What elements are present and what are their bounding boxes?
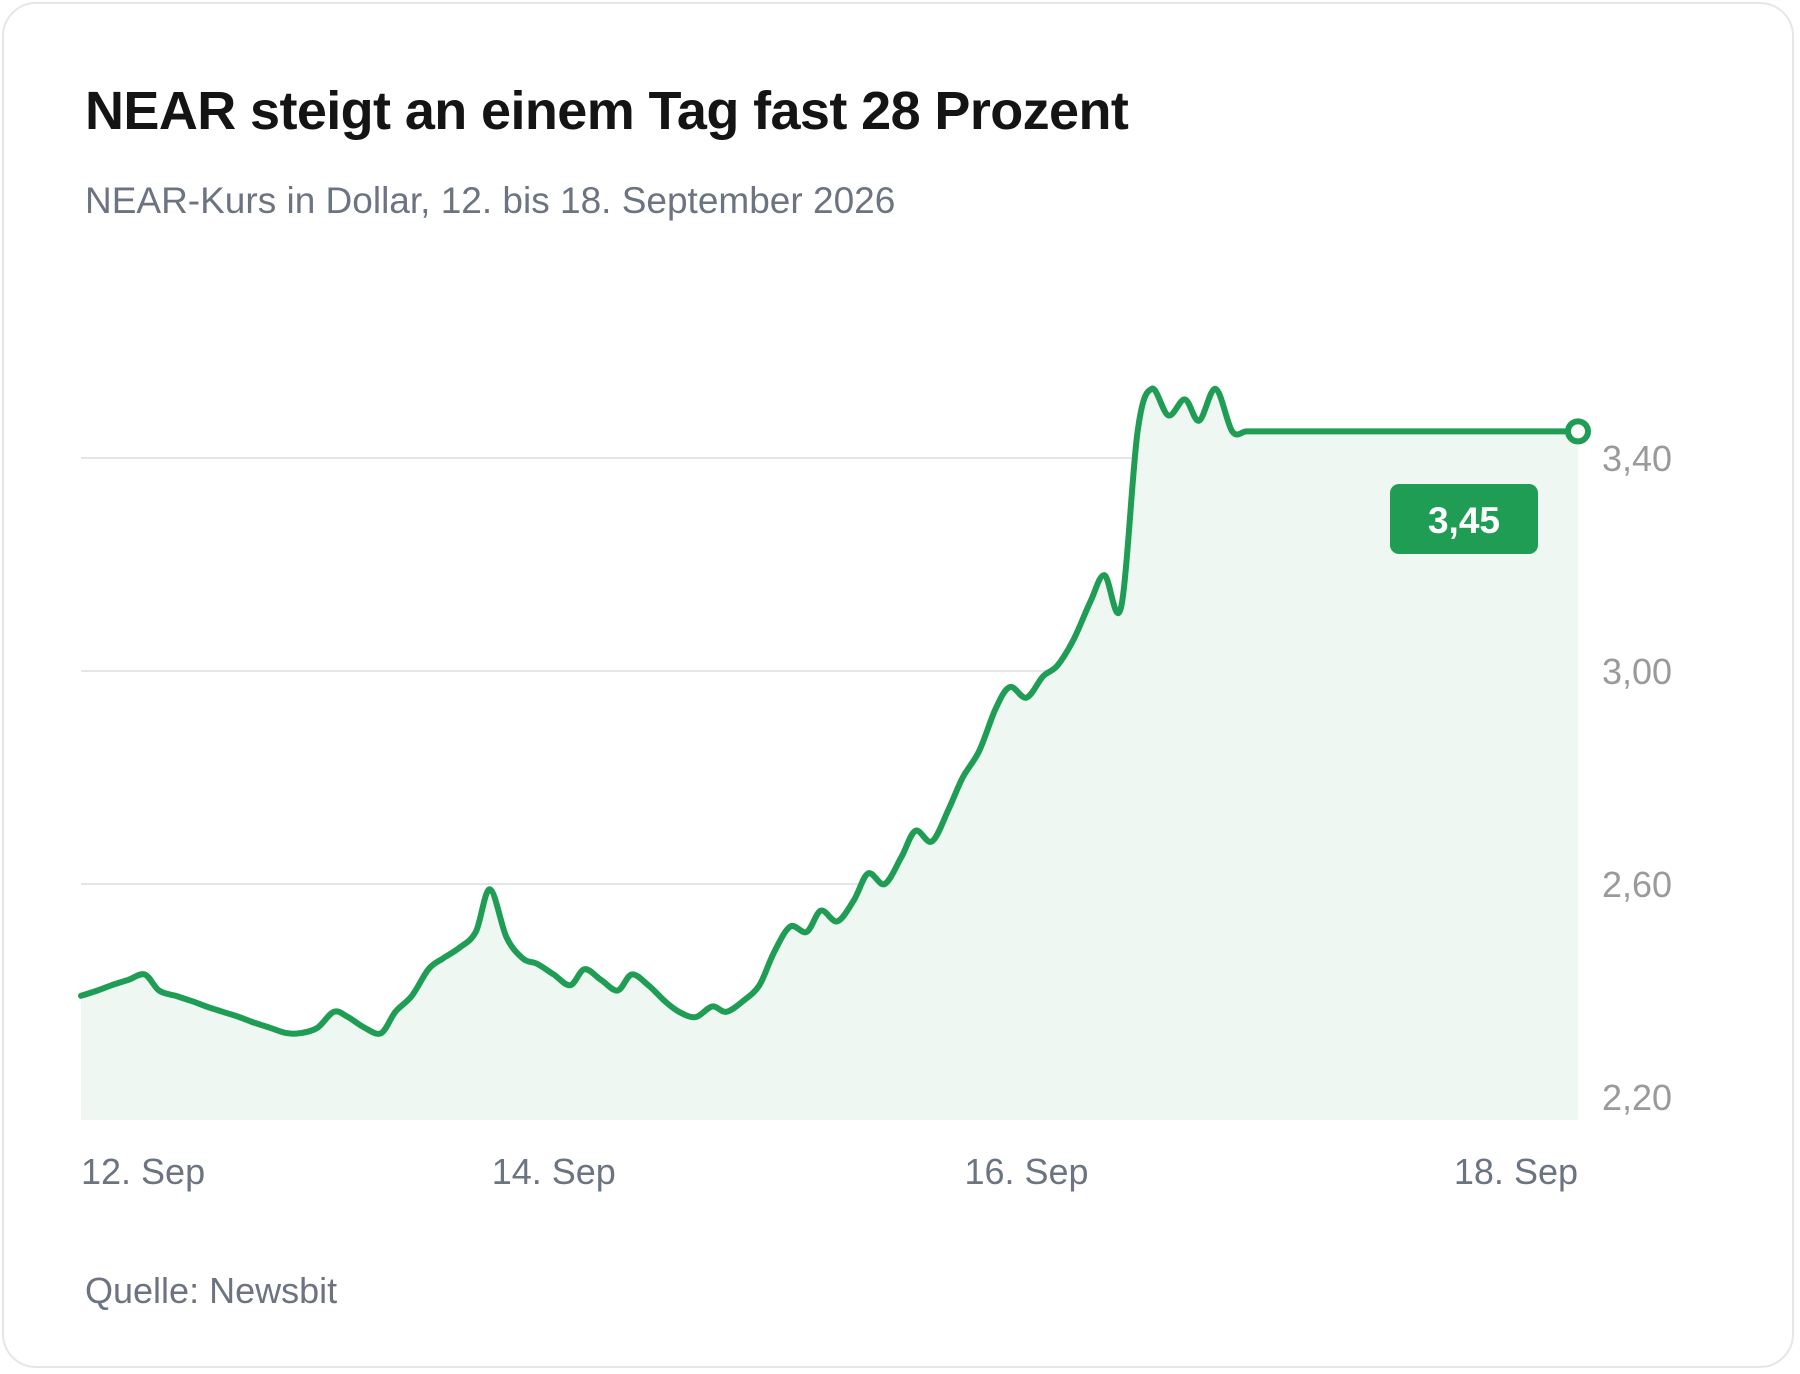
x-axis-labels: 12. Sep 14. Sep 16. Sep 18. Sep bbox=[81, 1151, 1578, 1192]
chart-title: NEAR steigt an einem Tag fast 28 Prozent bbox=[85, 81, 1129, 141]
last-value-badge-label: 3,45 bbox=[1428, 500, 1500, 541]
chart-source: Quelle: Newsbit bbox=[85, 1270, 338, 1311]
x-tick-label: 18. Sep bbox=[1454, 1151, 1578, 1192]
x-tick-label: 12. Sep bbox=[81, 1151, 205, 1192]
price-line bbox=[78, 385, 1581, 1037]
chart-subtitle: NEAR-Kurs in Dollar, 12. bis 18. Septemb… bbox=[85, 180, 896, 221]
x-tick-label: 16. Sep bbox=[964, 1151, 1088, 1192]
y-tick-label: 2,20 bbox=[1602, 1077, 1672, 1118]
y-tick-label: 3,40 bbox=[1602, 438, 1672, 479]
last-value-badge: 3,45 bbox=[1390, 484, 1538, 554]
x-tick-label: 14. Sep bbox=[492, 1151, 616, 1192]
y-tick-label: 3,00 bbox=[1602, 651, 1672, 692]
last-value-marker bbox=[1565, 418, 1591, 445]
last-value-badge-background bbox=[1390, 484, 1538, 554]
y-axis-labels: 2,20 2,60 3,00 3,40 bbox=[1602, 438, 1672, 1118]
y-tick-label: 2,60 bbox=[1602, 864, 1672, 905]
price-area bbox=[81, 388, 1578, 1120]
